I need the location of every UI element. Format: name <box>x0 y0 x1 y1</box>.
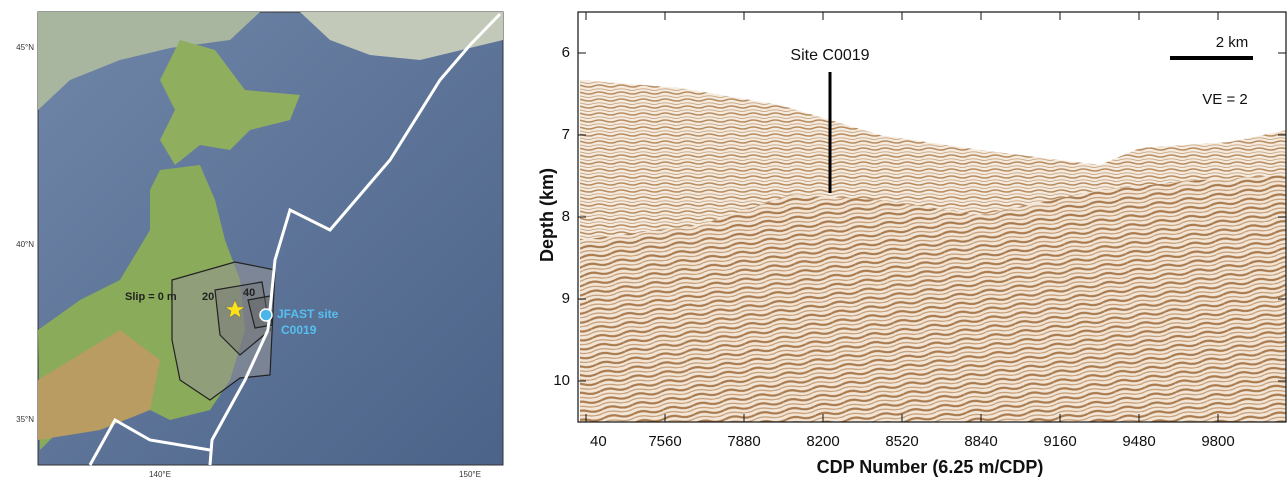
trench <box>88 417 211 466</box>
x-tick-label: 40 <box>590 433 607 450</box>
y-tick-label: 6 <box>562 44 570 61</box>
y-tick-label: 9 <box>562 290 570 307</box>
seismic-section: Site C0019 2 km VE = 2 Depth (km) CDP Nu… <box>537 11 1287 477</box>
trench <box>208 12 502 466</box>
x-tick-label: 8520 <box>885 433 918 450</box>
land <box>38 12 260 110</box>
map: Slip = 0 m 20 40 JFAST site C0019 45°N 4… <box>16 11 504 479</box>
land <box>160 40 300 165</box>
y-tick-label: 10 <box>553 372 570 389</box>
x-axis-label: CDP Number (6.25 m/CDP) <box>817 457 1044 477</box>
site-label: C0019 <box>281 323 317 337</box>
slip-label: 20 <box>202 291 214 303</box>
slip-label: Slip = 0 m <box>125 291 177 303</box>
land <box>300 12 503 60</box>
scale-label: 2 km <box>1216 34 1249 51</box>
x-tick-label: 9160 <box>1043 433 1076 450</box>
x-tick-label: 9480 <box>1122 433 1155 450</box>
lat-label: 45°N <box>16 43 34 52</box>
site-annotation: Site C0019 <box>790 47 869 64</box>
y-axis-label: Depth (km) <box>537 168 557 262</box>
x-tick-label: 7880 <box>727 433 760 450</box>
lon-label: 140°E <box>149 470 171 479</box>
y-tick-label: 7 <box>562 126 570 143</box>
x-tick-label: 8840 <box>964 433 997 450</box>
lat-label: 40°N <box>16 240 34 249</box>
lat-label: 35°N <box>16 415 34 424</box>
y-tick-label: 8 <box>562 208 570 225</box>
x-tick-label: 7560 <box>648 433 681 450</box>
x-tick-label: 8200 <box>806 433 839 450</box>
seismic-lower <box>580 175 1286 422</box>
x-tick-label: 9800 <box>1201 433 1234 450</box>
site-label: JFAST site <box>277 307 339 321</box>
site-marker <box>259 308 273 322</box>
land <box>38 330 160 440</box>
ve-label: VE = 2 <box>1202 91 1247 108</box>
epicenter-star <box>224 299 246 319</box>
lon-label: 150°E <box>459 470 481 479</box>
slip-label: 40 <box>243 287 255 299</box>
